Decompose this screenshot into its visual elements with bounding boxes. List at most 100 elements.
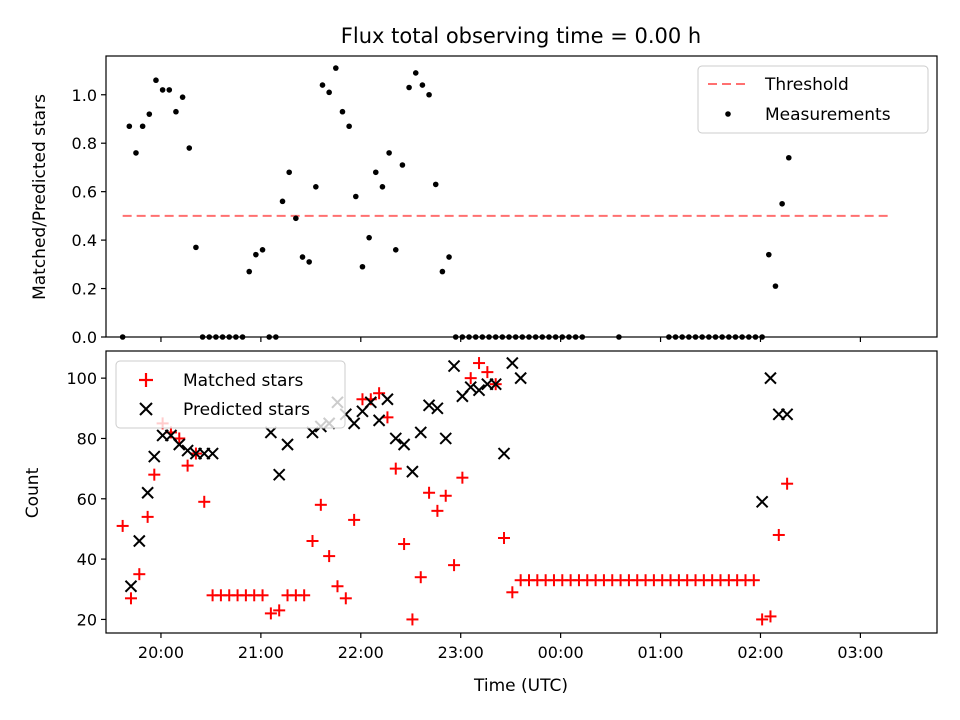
bottom-legend-box [115,360,346,429]
predicted-star-point [755,495,769,509]
measurement-point [392,246,399,253]
x-tick-label: 20:00 [138,643,184,662]
predicted-star-point [764,371,777,385]
top-y-ticks: 0.0 0.2 0.4 0.6 0.8 1.0 [72,86,106,347]
matched-star-point [498,531,511,544]
x-tick-label: 02:00 [737,643,783,662]
x-tick-label: 03:00 [837,643,883,662]
predicted-star-point [347,417,361,430]
measurement-point [259,246,266,253]
predicted-star-point [206,447,219,460]
predicted-star-point [148,450,161,463]
measurement-point [253,251,259,258]
predicted-star-point [497,447,511,460]
predicted-star-point [447,359,461,373]
predicted-star-point [514,371,527,385]
predicted-star-point [464,380,477,394]
measurement-point [173,108,179,115]
top-x-ticks [160,337,861,342]
top-legend: Threshold Measurements [697,65,929,134]
x-tick-label: 23:00 [438,643,484,662]
matched-star-point [116,519,129,532]
bottom-y-tick-label: 80 [77,429,97,448]
measurement-point [372,169,379,176]
top-y-tick-label: 0.0 [72,328,97,347]
measurement-point [166,87,173,93]
bottom-y-tick-label: 20 [77,610,97,629]
predicted-star-point [133,534,146,548]
predicted-star-point [124,580,138,593]
matched-star-point [373,387,386,400]
top-y-tick-label: 0.2 [72,280,97,299]
bottom-y-tick-label: 60 [77,490,97,509]
measurement-point [439,268,446,275]
legend-measurements-swatch [725,111,731,117]
measurement-point [412,70,419,76]
x-tick-label: 21:00 [238,643,284,662]
measurement-point [779,200,785,207]
predicted-star-point [364,396,377,409]
predicted-star-point [780,408,794,421]
matched-star-point [323,550,336,563]
measurement-point [333,65,339,71]
matched-star-point [298,589,311,602]
measurement-point [326,89,332,96]
top-y-tick-label: 1.0 [72,86,97,105]
matched-star-point [772,528,785,541]
legend-predicted-swatch [139,402,153,416]
measurement-point [179,94,186,100]
matched-star-point [339,592,352,605]
measurement-point [306,259,312,265]
predicted-star-point [389,432,402,445]
measurement-point [346,123,352,130]
top-axes-frame [105,55,938,338]
top-panel: Flux total observing time = 0.00 h Match… [30,24,938,347]
measurement-point [159,87,166,93]
matched-star-point [464,372,477,385]
measurement-point [406,84,412,91]
matched-star-point [448,559,461,572]
measurement-point [352,193,359,200]
matched-star-point [439,489,452,502]
matched-stars-points [116,357,794,626]
measurement-point [279,198,286,205]
legend-matched-swatch [139,373,153,387]
measurement-point [446,254,452,260]
measurement-point [146,111,153,117]
measurement-point [432,181,439,188]
predicted-stars-points [124,356,794,593]
matched-star-point [141,510,154,523]
matched-star-point [314,498,327,511]
predicted-star-point [272,468,286,481]
measurement-point [126,123,133,130]
matched-star-point [306,535,319,548]
x-tick-label: 01:00 [638,643,684,662]
matched-star-point [181,459,194,472]
matched-star-point [764,610,777,623]
matched-star-point [781,477,794,490]
predicted-star-point [281,438,294,451]
x-tick-label: 00:00 [538,643,584,662]
x-tick-label: 22:00 [338,643,384,662]
bottom-legend: Matched stars Predicted stars [115,360,346,429]
chart-title: Flux total observing time = 0.00 h [341,24,701,48]
matched-star-point [431,504,444,517]
matched-star-point [506,586,519,599]
predicted-star-point [439,432,452,445]
bottom-y-tick-label: 40 [77,550,97,569]
matched-star-point [756,613,769,626]
measurement-point [313,184,319,190]
bottom-y-tick-label: 100 [66,369,97,388]
measurement-point [193,244,199,251]
measurement-point [366,234,372,241]
matched-star-point [124,592,137,605]
matched-star-point [264,607,277,620]
matched-star-point [406,613,419,626]
measurement-point [299,254,306,260]
measurement-point [153,77,159,84]
matched-star-point [414,571,427,584]
top-y-axis-label: Matched/Predicted stars [30,94,50,300]
predicted-star-point [489,377,502,391]
measurement-point [386,150,392,156]
bottom-x-ticks: 20:00 21:00 22:00 23:00 00:00 01:00 02:00 03:00 [138,633,883,662]
